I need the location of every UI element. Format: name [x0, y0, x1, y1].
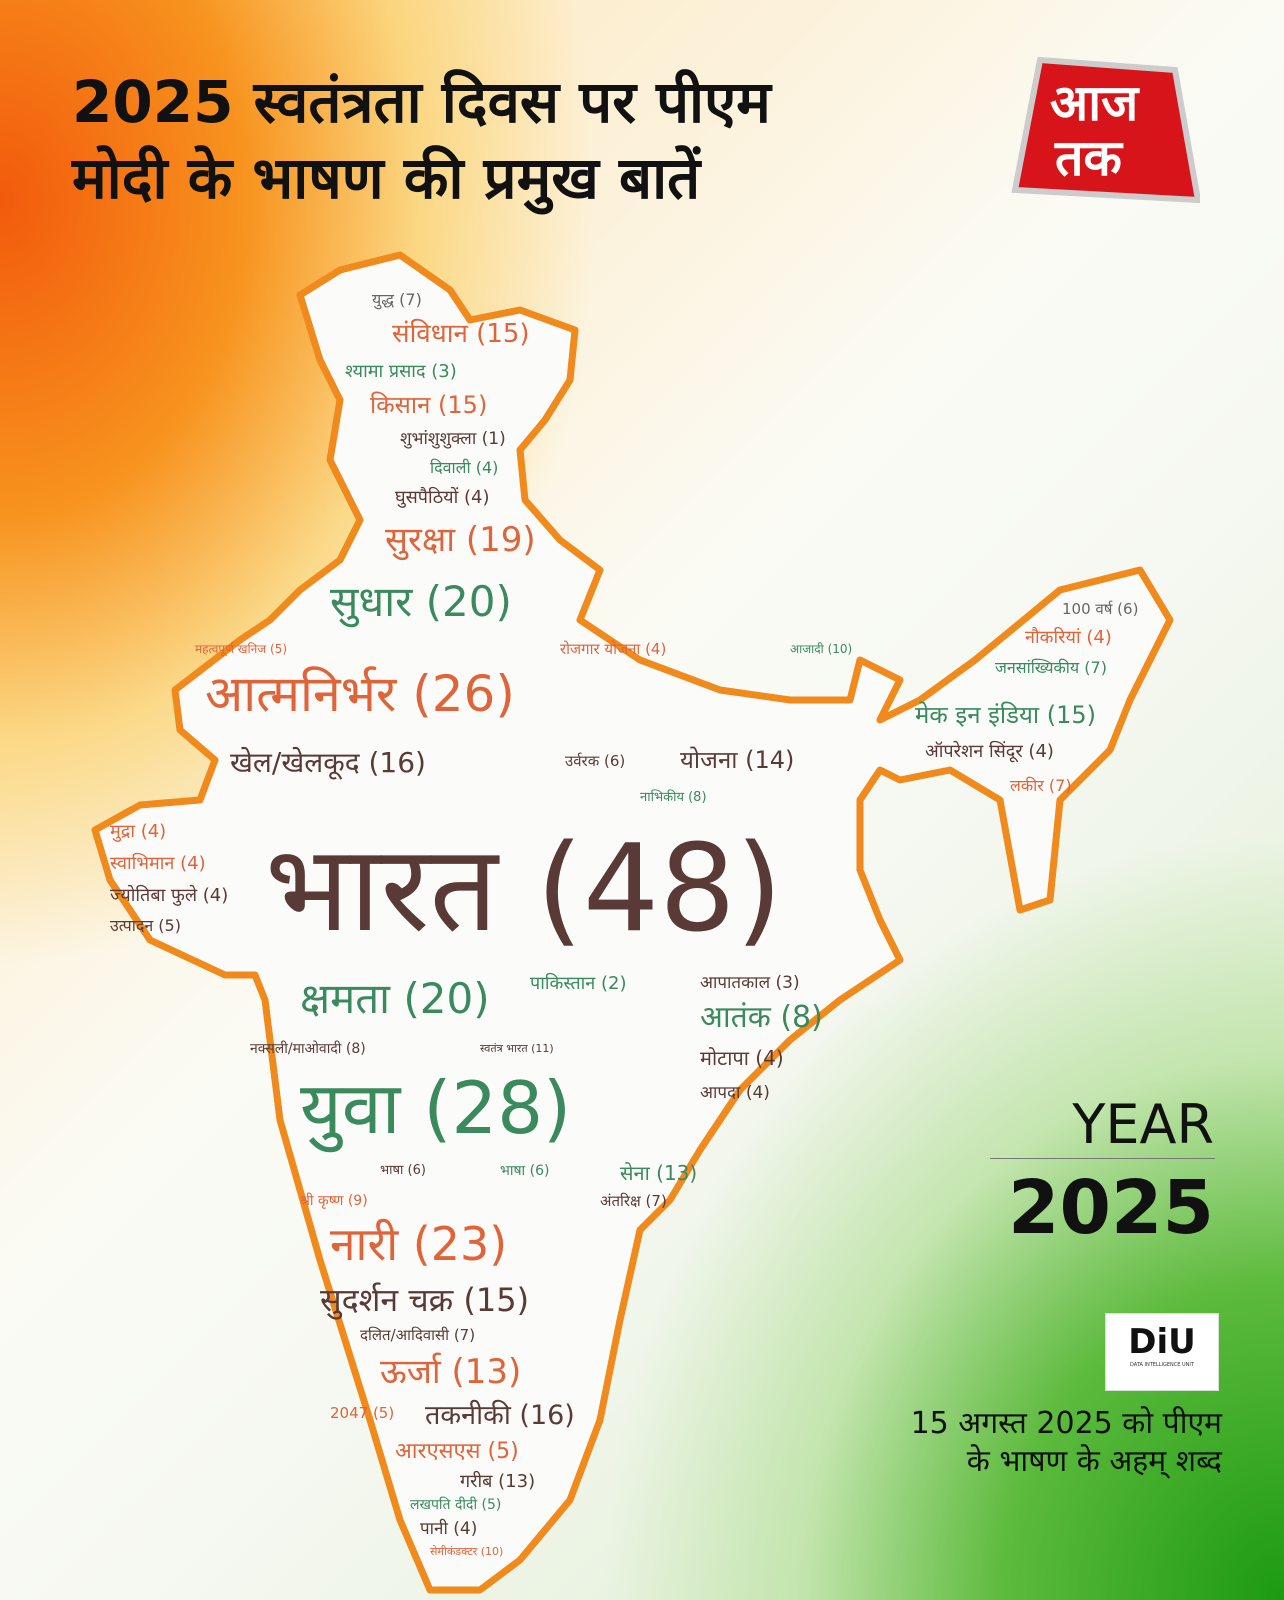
page-title: 2025 स्वतंत्रता दिवस पर पीएम मोदी के भाष… [72, 64, 771, 216]
word: भाषा (6) [500, 1163, 550, 1179]
word: नौकरियां (4) [1025, 627, 1112, 648]
divider [990, 1158, 1215, 1159]
word: सेमीकंडक्टर (10) [430, 1545, 504, 1558]
word: तकनीकी (16) [425, 1400, 575, 1431]
word: ऊर्जा (13) [380, 1352, 522, 1392]
word: नाभिकीय (8) [640, 790, 707, 805]
word: युद्ध (7) [372, 290, 422, 309]
word: सुरक्षा (19) [385, 520, 536, 560]
word: दिवाली (4) [430, 458, 499, 477]
word: भाषा (6) [380, 1163, 426, 1178]
word: क्षमता (20) [300, 974, 490, 1023]
word: योजना (14) [680, 746, 795, 774]
diu-logo: DiU DATA INTELLIGENCE UNIT [1105, 1313, 1219, 1391]
word: आपातकाल (3) [700, 973, 800, 993]
word: मुद्रा (4) [110, 821, 167, 842]
word: दलित/आदिवासी (7) [360, 1326, 476, 1344]
word: आपदा (4) [700, 1083, 770, 1103]
word: स्वाभिमान (4) [110, 853, 206, 874]
aajtak-logo: आज तक [1011, 56, 1200, 204]
caption-line-1: 15 अगस्त 2025 को पीएम [910, 1406, 1222, 1441]
word: उत्पादन (5) [110, 916, 181, 935]
word: महत्वपूर्ण खनिज (5) [195, 642, 288, 656]
word: पानी (4) [420, 1519, 478, 1539]
word: लकीर (7) [1010, 776, 1072, 795]
word: मेक इन इंडिया (15) [915, 701, 1097, 729]
word: गरीब (13) [460, 1471, 536, 1492]
word: श्री कृष्ण (9) [300, 1193, 368, 1209]
word: भारत (48) [265, 820, 783, 959]
word: अंतरिक्ष (7) [600, 1192, 667, 1210]
word: शुभांशुशुक्ला (1) [400, 429, 506, 449]
word: उर्वरक (6) [565, 752, 626, 770]
word: सुधार (20) [330, 577, 512, 626]
word: ऑपरेशन सिंदूर (4) [925, 741, 1054, 762]
word: किसान (15) [370, 391, 488, 419]
word: लखपति दीदी (5) [410, 1497, 502, 1513]
word: युवा (28) [300, 1066, 572, 1150]
word: घुसपैठियों (4) [395, 487, 490, 508]
diu-subtitle: DATA INTELLIGENCE UNIT [1130, 1362, 1194, 1368]
logo-line-1: आज [1050, 74, 1140, 132]
word: नक्सली/माओवादी (8) [250, 1041, 366, 1057]
year-label: YEAR [1072, 1093, 1214, 1156]
word: आतंक (8) [700, 1000, 823, 1035]
title-line-1: 2025 स्वतंत्रता दिवस पर पीएम [72, 68, 771, 136]
title-line-2: मोदी के भाषण की प्रमुख बातें [72, 144, 701, 212]
word: स्वतंत्र भारत (11) [480, 1042, 554, 1055]
word: आजादी (10) [790, 642, 853, 656]
word: खेल/खेलकूद (16) [230, 746, 426, 779]
word: संविधान (15) [392, 319, 530, 349]
caption: 15 अगस्त 2025 को पीएम के भाषण के अहम् शब… [911, 1405, 1222, 1481]
word: रोजगार योजना (4) [560, 640, 667, 658]
word: आत्मनिर्भर (26) [205, 665, 515, 723]
word: मोटापा (4) [700, 1046, 784, 1070]
word: ज्योतिबा फुले (4) [110, 885, 229, 906]
word: आरएसएस (5) [395, 1439, 519, 1464]
word: पाकिस्तान (2) [530, 973, 627, 994]
word: 2047 (5) [330, 1404, 395, 1422]
word: श्यामा प्रसाद (3) [345, 361, 457, 382]
india-map-outline [91, 251, 1174, 1594]
year-value: 2025 [1008, 1165, 1214, 1251]
diu-name: DiU [1128, 1322, 1196, 1362]
word: जनसांख्यिकीय (7) [995, 658, 1107, 677]
word: 100 वर्ष (6) [1062, 600, 1139, 618]
word: नारी (23) [330, 1217, 508, 1271]
word: सुदर्शन चक्र (15) [320, 1281, 530, 1319]
caption-line-2: के भाषण के अहम् शब्द [966, 1444, 1222, 1479]
logo-line-2: तक [1054, 129, 1124, 187]
word: सेना (13) [620, 1161, 698, 1185]
